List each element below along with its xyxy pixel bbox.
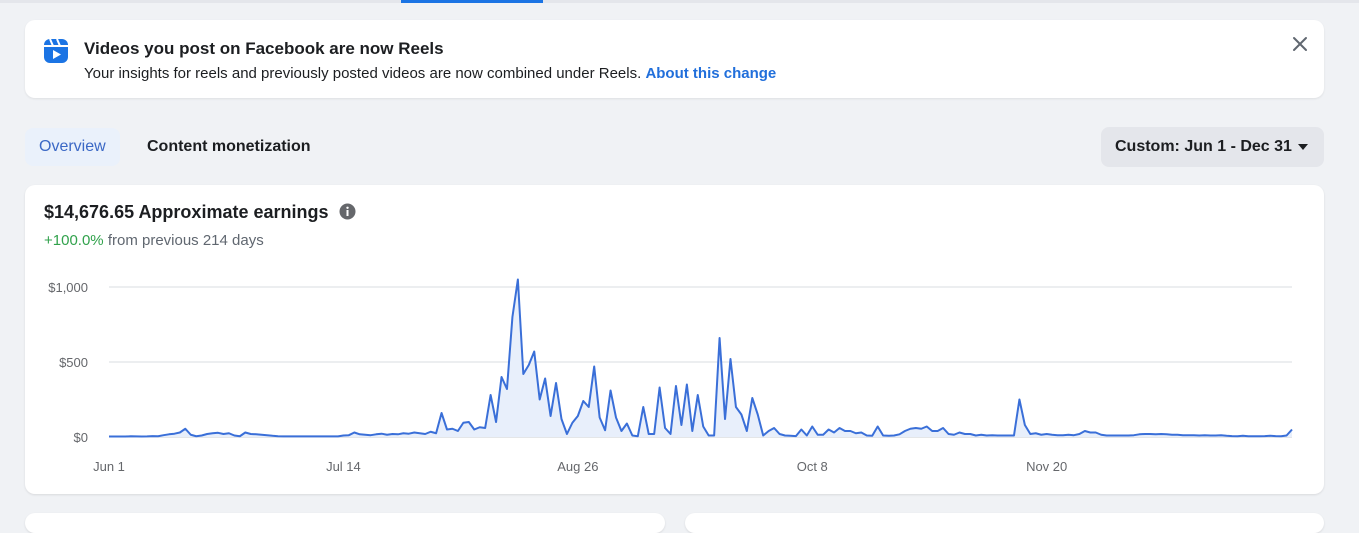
tab-overview[interactable]: Overview <box>25 128 120 166</box>
close-icon[interactable] <box>1290 34 1310 54</box>
earnings-label: Approximate earnings <box>138 202 329 222</box>
earnings-amount: $14,676.65 <box>44 202 135 222</box>
about-this-change-link[interactable]: About this change <box>645 65 777 82</box>
banner-title: Videos you post on Facebook are now Reel… <box>84 39 444 58</box>
x-tick-label: Nov 20 <box>1026 459 1067 474</box>
caret-down-icon <box>1298 144 1308 150</box>
earnings-line <box>109 278 1293 438</box>
banner-body: Your insights for reels and previously p… <box>84 65 776 82</box>
y-tick-label: $1,000 <box>48 280 88 295</box>
y-tick-label: $0 <box>74 430 88 445</box>
reels-announcement-banner: Videos you post on Facebook are now Reel… <box>25 20 1324 98</box>
earnings-comparison: +100.0% from previous 214 days <box>44 232 264 249</box>
earnings-change-suffix: from previous 214 days <box>107 232 264 249</box>
earnings-card: $14,676.65 Approximate earnings +100.0% … <box>25 185 1324 494</box>
earnings-heading: $14,676.65 Approximate earnings <box>44 202 328 223</box>
x-tick-label: Aug 26 <box>557 459 598 474</box>
active-top-tab-indicator <box>401 0 543 3</box>
earnings-chart: $0 $500 $1,000 Jun 1 Jul 14 Aug 26 Oct 8 Nov 20 <box>48 278 1293 474</box>
x-tick-label: Oct 8 <box>797 459 828 474</box>
tab-content-monetization[interactable]: Content monetization <box>147 138 311 155</box>
date-range-dropdown[interactable]: Custom: Jun 1 - Dec 31 <box>1101 127 1324 167</box>
date-range-label: Custom: Jun 1 - Dec 31 <box>1115 138 1292 155</box>
top-nav-strip <box>0 0 1359 3</box>
lower-card-left <box>25 513 665 533</box>
info-icon[interactable] <box>339 203 356 220</box>
reels-icon <box>44 38 68 63</box>
lower-card-right <box>685 513 1324 533</box>
banner-body-text: Your insights for reels and previously p… <box>84 65 642 82</box>
x-tick-label: Jun 1 <box>93 459 125 474</box>
x-tick-label: Jul 14 <box>326 459 361 474</box>
y-tick-label: $500 <box>59 355 88 370</box>
earnings-change: +100.0% <box>44 232 104 249</box>
